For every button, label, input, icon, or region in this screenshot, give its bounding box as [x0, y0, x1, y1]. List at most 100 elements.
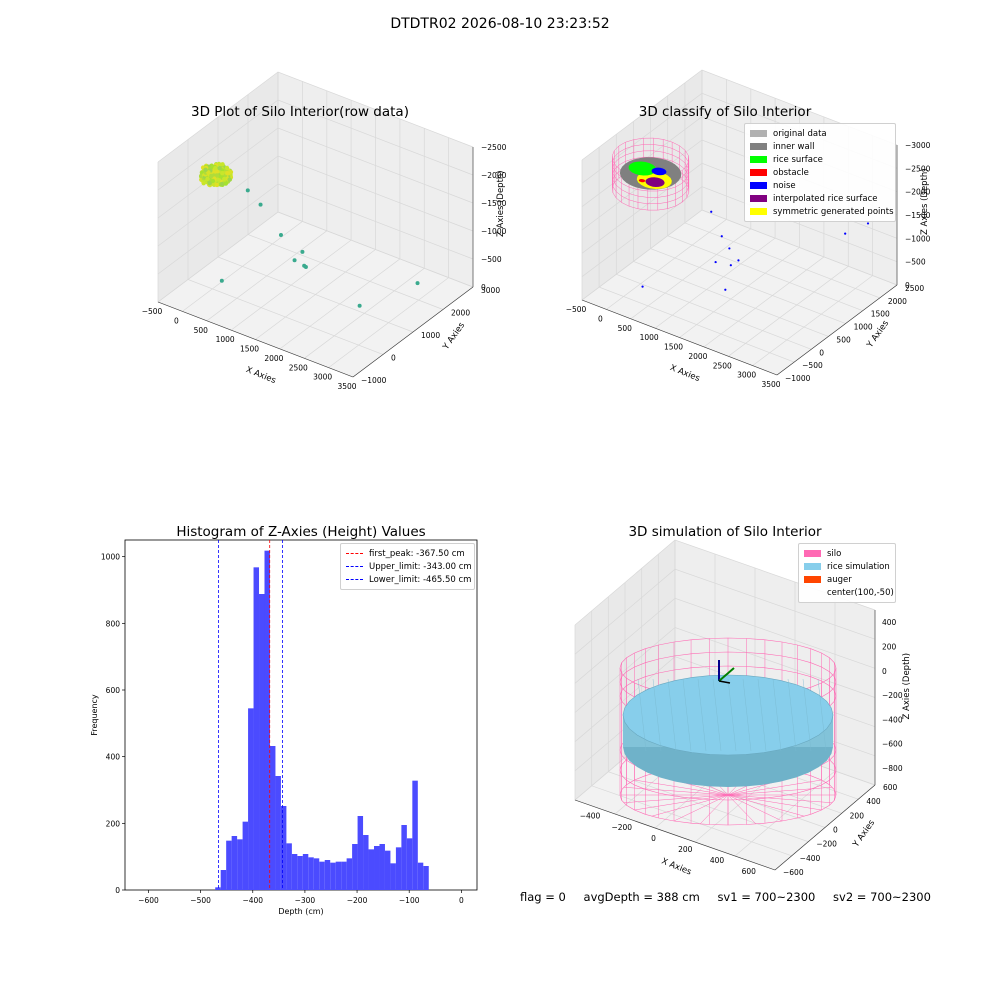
x-tick-label: −500	[566, 305, 587, 314]
legend-item-obstacle: obstacle	[750, 166, 890, 179]
noise-point	[728, 247, 731, 250]
auger-x-arrow	[718, 680, 731, 684]
x-tick-label: 200	[678, 845, 693, 854]
noise-point	[844, 232, 847, 235]
y-tick-label: 500	[836, 335, 851, 344]
rice-mesh-line	[697, 678, 707, 752]
histogram-bar	[374, 846, 380, 890]
x-axis-line	[581, 299, 778, 376]
histogram-bar	[423, 866, 429, 890]
silo-floor-spoke	[623, 786, 729, 796]
y-tick-label: −400	[800, 854, 821, 863]
cluster-point	[214, 182, 219, 188]
silo-floor-spoke	[727, 794, 822, 811]
y-tick-label: −1000	[361, 376, 387, 385]
histogram-bar	[324, 860, 331, 890]
cluster-point	[207, 181, 212, 186]
rice-mesh-line	[742, 678, 752, 752]
rice-mesh-line	[772, 678, 782, 752]
histogram-bar	[253, 567, 260, 890]
rice-mesh-line	[787, 678, 797, 752]
cluster-point	[227, 177, 232, 182]
legend-swatch	[750, 182, 767, 189]
noise-point	[724, 288, 727, 291]
histogram-bar	[357, 816, 364, 890]
x-tick-label: 600	[742, 867, 757, 876]
y-tick-label: 0	[819, 348, 824, 357]
y-tick-label: 600	[883, 783, 898, 792]
legend-item-lower-limit: Lower_limit: -465.50 cm	[346, 573, 471, 586]
histogram-legend: first_peak: -367.50 cm Upper_limit: -343…	[340, 543, 475, 590]
histogram-bar	[313, 858, 320, 890]
x-axis-label: X Axies	[668, 363, 701, 384]
y-tick-label: 3000	[481, 286, 500, 295]
histogram-bar	[341, 861, 347, 890]
grid-line	[574, 627, 876, 713]
histogram-bar	[231, 836, 238, 890]
silo-floor-spoke	[727, 794, 833, 804]
z-tick-label: 400	[882, 618, 897, 627]
z-tick-label: −1500	[905, 211, 931, 220]
z-tick-label: −500	[481, 255, 502, 264]
histogram-bar	[330, 862, 336, 890]
data-point	[300, 249, 305, 254]
y-tick-label: 800	[106, 619, 121, 628]
rice-mesh-line	[667, 678, 677, 752]
cluster-point	[225, 171, 231, 176]
z-tick-label: 0	[882, 667, 887, 676]
legend-swatch	[804, 576, 821, 583]
z-axis-label: Z Axies (Depth)	[496, 170, 506, 237]
rice-mesh-line	[682, 678, 692, 752]
legend-swatch	[750, 130, 767, 137]
y-tick-label: −600	[783, 868, 804, 877]
silo-floor-spoke	[651, 794, 729, 817]
y-axis-line	[776, 284, 898, 376]
x-tick-label: 500	[618, 324, 633, 333]
histogram-bar	[215, 887, 221, 890]
legend-item-upper-limit: Upper_limit: -343.00 cm	[346, 560, 472, 573]
noise-point	[720, 235, 723, 238]
legend-item-rice-simulation: rice simulation	[804, 560, 890, 573]
histogram-bar	[269, 746, 276, 890]
legend-item-symmetric-generated-points: symmetric generated points	[750, 205, 894, 218]
x-tick-label: 3000	[313, 373, 332, 382]
x-tick-label: −500	[142, 307, 163, 316]
histogram-bar	[308, 857, 314, 890]
rice-surface	[622, 674, 834, 756]
y-tick-label: 400	[106, 753, 121, 762]
histogram-bar	[286, 843, 292, 890]
y-axis-line	[352, 286, 474, 378]
x-tick-label: 0	[459, 896, 464, 905]
legend-item-center: center(100,-50)	[804, 586, 894, 599]
data-point	[258, 202, 263, 207]
figure-title: DTDTR02 2026-08-10 23:23:52	[390, 16, 610, 32]
auger-y-arrow	[718, 667, 735, 682]
histogram-bar	[395, 847, 402, 890]
grid-line	[157, 183, 474, 275]
plot-area	[124, 539, 478, 891]
rice-mesh-line	[712, 678, 722, 752]
silo-floor-spoke	[673, 794, 729, 822]
histogram-bar	[412, 780, 418, 890]
noise-point	[737, 259, 740, 262]
x-axis-label: Depth (cm)	[278, 907, 323, 916]
cluster-point	[210, 178, 216, 184]
histogram-bar	[379, 844, 385, 890]
histogram-bar	[401, 825, 407, 890]
sv2-text: sv2 = 700~2300	[833, 890, 931, 904]
silo-floor-spoke	[623, 794, 729, 804]
grid-line	[157, 155, 474, 247]
cluster-point	[214, 173, 220, 178]
z-tick-label: −600	[882, 740, 903, 749]
silo-floor-spoke	[727, 794, 805, 817]
silo-floor-spoke	[727, 779, 822, 796]
y-tick-label: 400	[866, 797, 881, 806]
data-point	[219, 278, 224, 283]
data-point	[415, 281, 420, 286]
z-axis-label: Z Axies (Depth)	[920, 168, 930, 235]
z-tick-label: −2000	[481, 171, 507, 180]
histogram-bar	[280, 806, 287, 890]
x-tick-label: 1000	[216, 335, 235, 344]
cluster-point	[217, 166, 222, 171]
y-tick-label: 0	[115, 886, 120, 895]
